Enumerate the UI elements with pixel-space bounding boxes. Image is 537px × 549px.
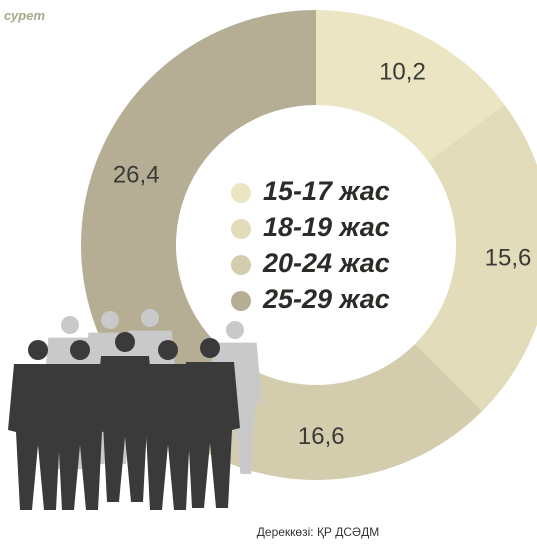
legend-swatch bbox=[231, 219, 251, 239]
legend-label: 15-17 жас bbox=[263, 176, 390, 206]
head bbox=[28, 340, 48, 360]
head bbox=[141, 309, 159, 327]
head bbox=[115, 332, 135, 352]
legend-swatch bbox=[231, 183, 251, 203]
head bbox=[200, 338, 220, 358]
silhouettes bbox=[8, 309, 262, 510]
legend-swatch bbox=[231, 255, 251, 275]
head bbox=[158, 340, 178, 360]
legend: 15-17 жас 18-19 жас 20-24 жас 25-29 жас bbox=[231, 176, 390, 314]
chart: 10,2 15,6 16,6 26,4 15-17 жас 18-19 жас 20-24… bbox=[0, 0, 537, 549]
data-label: 26,4 bbox=[113, 162, 160, 189]
data-label: 16,6 bbox=[298, 423, 345, 450]
legend-label: 25-29 жас bbox=[262, 284, 390, 314]
body bbox=[180, 362, 240, 508]
legend-label: 18-19 жас bbox=[263, 212, 390, 242]
legend-swatch bbox=[231, 291, 251, 311]
data-label: 15,6 bbox=[485, 244, 532, 271]
head bbox=[101, 311, 119, 329]
source: Дереккөзі: ҚР ДСӘДМ bbox=[257, 525, 379, 539]
head bbox=[226, 321, 244, 339]
head bbox=[61, 316, 79, 334]
legend-label: 20-24 жас bbox=[262, 248, 390, 278]
head bbox=[70, 340, 90, 360]
data-label: 10,2 bbox=[379, 58, 426, 85]
logo: сурет bbox=[4, 8, 45, 23]
